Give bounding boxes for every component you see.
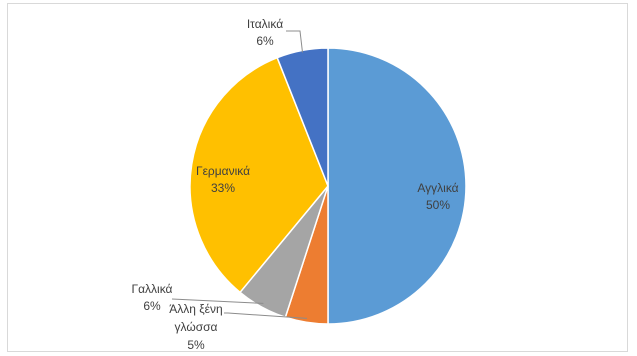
pie-slices — [189, 47, 467, 325]
label-other-line2: γλώσσα — [175, 320, 218, 334]
leader-line-other-language — [224, 312, 308, 319]
value-german: 33% — [211, 181, 235, 195]
label-english: Αγγλικά — [417, 181, 458, 195]
value-english: 50% — [426, 198, 450, 212]
label-other-line1: Άλλη ξένη — [169, 302, 222, 316]
value-other: 5% — [187, 338, 205, 352]
value-french: 6% — [143, 299, 161, 313]
label-italian: Ιταλικά — [247, 17, 283, 31]
slice-english — [327, 47, 467, 325]
label-german: Γερμανικά — [196, 164, 250, 178]
slice-german — [189, 56, 329, 294]
leader-lines — [171, 30, 308, 319]
leader-line-french — [171, 298, 264, 304]
label-french: Γαλλικά — [131, 282, 172, 296]
value-italian: 6% — [256, 34, 274, 48]
leader-line-italian — [286, 30, 303, 53]
